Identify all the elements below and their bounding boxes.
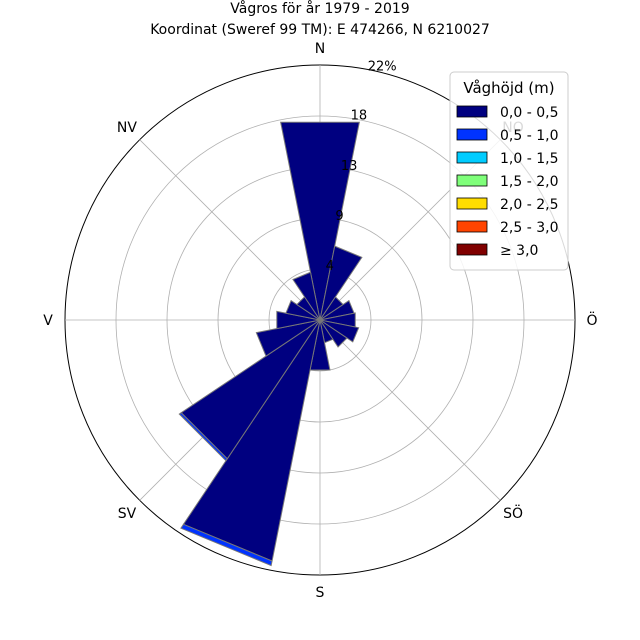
grid-spoke: [139, 139, 321, 321]
legend-swatch: [456, 197, 488, 210]
direction-label: Ö: [586, 311, 597, 329]
radial-tick-label: 22%: [368, 60, 397, 75]
legend-title: Våghöjd (m): [463, 79, 554, 97]
rose-bar: [180, 523, 273, 567]
legend-swatch: [456, 174, 488, 187]
legend-swatch: [456, 105, 488, 118]
legend-box: [449, 71, 569, 271]
direction-label: SV: [118, 506, 137, 522]
direction-label: NV: [117, 120, 137, 136]
legend-label: 2,5 - 3,0: [500, 220, 558, 236]
radial-tick-label: 4: [326, 259, 334, 274]
radial-tick-label: 9: [335, 209, 343, 224]
legend: Våghöjd (m) 0,0 - 0,5 0,5 - 1,0 1,0 - 1,5 1,…: [449, 71, 569, 271]
legend-label: ≥ 3,0: [500, 243, 538, 259]
rose-bar: [178, 412, 228, 462]
polar-grid: [64, 64, 576, 576]
radial-tick-label: 18: [351, 109, 368, 124]
direction-label: N: [315, 41, 325, 57]
legend-label: 0,0 - 0,5: [500, 105, 558, 121]
legend-swatch: [456, 151, 488, 164]
radial-tick-label: 13: [341, 159, 358, 174]
direction-label: S: [316, 585, 325, 601]
chart-title: Vågros för år 1979 - 2019: [230, 0, 409, 17]
legend-label: 1,5 - 2,0: [500, 174, 558, 190]
legend-label: 0,5 - 1,0: [500, 128, 558, 144]
legend-swatch: [456, 243, 488, 256]
legend-swatch: [456, 128, 488, 141]
legend-swatch: [456, 220, 488, 233]
chart-subtitle: Koordinat (Sweref 99 TM): E 474266, N 62…: [150, 22, 490, 38]
direction-label: SÖ: [503, 504, 523, 522]
wind-bars: [178, 121, 363, 567]
rose-bar: [182, 319, 321, 562]
legend-label: 1,0 - 1,5: [500, 151, 558, 167]
grid-spoke: [319, 319, 501, 501]
rose-bar: [292, 271, 321, 321]
legend-label: 2,0 - 2,5: [500, 197, 558, 213]
rose-bar: [319, 245, 363, 321]
rose-bar: [280, 121, 360, 321]
direction-label: V: [43, 313, 53, 329]
